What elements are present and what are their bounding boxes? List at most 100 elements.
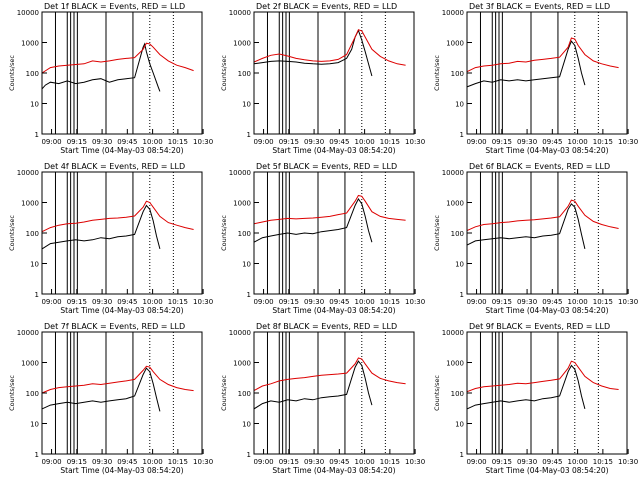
y-tick-label: 1 xyxy=(35,131,39,139)
plot-frame xyxy=(253,171,415,295)
x-axis-label: Start Time (04-May-03 08:54:20) xyxy=(60,466,183,475)
x-tick-label: 09:45 xyxy=(542,138,562,146)
x-tick-label: 09:15 xyxy=(492,458,512,466)
x-tick-label: 10:00 xyxy=(355,298,375,306)
chart-title: Det 1f BLACK = Events, RED = LLD xyxy=(44,2,185,11)
x-tick-label: 09:00 xyxy=(253,458,273,466)
lld-series-line xyxy=(41,42,194,74)
plot-frame xyxy=(466,11,628,135)
y-axis-label: Counts/sec xyxy=(433,215,441,251)
chart-title: Det 4f BLACK = Events, RED = LLD xyxy=(44,162,185,171)
y-tick-label: 10 xyxy=(455,421,464,429)
chart-panel-2: 1 10 100 1000 10000 09:00 09:15 09:30 09:45 10:00… xyxy=(220,2,425,155)
y-axis-label: Counts/sec xyxy=(220,55,228,91)
chart-panel-4: 1 10 100 1000 10000 09:00 09:15 09:30 09:45 10:00… xyxy=(8,162,213,315)
x-tick-label: 09:15 xyxy=(67,298,87,306)
chart-title: Det 8f BLACK = Events, RED = LLD xyxy=(256,322,397,331)
x-tick-label: 09:15 xyxy=(67,458,87,466)
y-tick-label: 1000 xyxy=(233,200,251,208)
chart-panel-6: 1 10 100 1000 10000 09:00 09:15 09:30 09:45 10:00… xyxy=(433,162,638,315)
y-tick-label: 100 xyxy=(26,230,39,238)
x-tick-label: 10:30 xyxy=(405,138,425,146)
chart-panel-3: 1 10 100 1000 10000 09:00 09:15 09:30 09:45 10:00… xyxy=(433,2,638,155)
chart-title: Det 5f BLACK = Events, RED = LLD xyxy=(256,162,397,171)
y-tick-label: 100 xyxy=(26,70,39,78)
x-tick-label: 10:15 xyxy=(380,458,400,466)
x-tick-label: 09:45 xyxy=(117,138,137,146)
y-tick-label: 10000 xyxy=(229,169,251,177)
lld-series-line xyxy=(466,37,619,73)
lld-series-line xyxy=(466,360,619,393)
x-tick-label: 10:15 xyxy=(168,298,188,306)
y-tick-label: 1 xyxy=(35,451,39,459)
events-series-line xyxy=(41,367,161,412)
x-tick-label: 10:15 xyxy=(380,298,400,306)
lld-series-line xyxy=(253,29,406,66)
x-axis-label: Start Time (04-May-03 08:54:20) xyxy=(485,306,608,315)
lld-series-line xyxy=(466,199,619,232)
y-tick-label: 10 xyxy=(455,101,464,109)
x-tick-label: 10:30 xyxy=(618,298,638,306)
x-tick-label: 09:45 xyxy=(117,298,137,306)
y-tick-label: 1000 xyxy=(21,40,39,48)
x-tick-label: 09:45 xyxy=(329,138,349,146)
chart-title: Det 7f BLACK = Events, RED = LLD xyxy=(44,322,185,331)
chart-panel-1: 1 10 100 1000 10000 09:00 09:15 09:30 09:45 10:00… xyxy=(8,2,213,155)
y-tick-label: 1000 xyxy=(233,360,251,368)
y-tick-label: 1000 xyxy=(233,40,251,48)
x-axis-label: Start Time (04-May-03 08:54:20) xyxy=(272,466,395,475)
x-tick-label: 10:00 xyxy=(143,298,163,306)
x-tick-label: 10:30 xyxy=(405,298,425,306)
x-tick-label: 10:00 xyxy=(355,138,375,146)
y-tick-label: 1000 xyxy=(446,40,464,48)
chart-panel-9: 1 10 100 1000 10000 09:00 09:15 09:30 09:45 10:00… xyxy=(433,322,638,475)
chart-title: Det 6f BLACK = Events, RED = LLD xyxy=(469,162,610,171)
events-series-line xyxy=(466,40,586,88)
y-axis-label: Counts/sec xyxy=(220,375,228,411)
y-tick-label: 1 xyxy=(35,291,39,299)
y-tick-label: 10000 xyxy=(442,9,464,17)
lld-series-line xyxy=(253,194,406,225)
x-tick-label: 09:00 xyxy=(466,138,486,146)
events-series-line xyxy=(466,364,586,410)
x-tick-label: 09:00 xyxy=(41,458,61,466)
y-tick-label: 1000 xyxy=(21,360,39,368)
y-tick-label: 1 xyxy=(247,291,251,299)
x-tick-label: 10:15 xyxy=(380,138,400,146)
events-series-line xyxy=(253,198,373,243)
y-tick-label: 10000 xyxy=(229,9,251,17)
x-axis-label: Start Time (04-May-03 08:54:20) xyxy=(272,306,395,315)
y-tick-label: 100 xyxy=(238,70,251,78)
x-tick-label: 09:30 xyxy=(92,298,112,306)
x-tick-label: 10:00 xyxy=(355,458,375,466)
y-tick-label: 10 xyxy=(242,261,251,269)
x-tick-label: 09:00 xyxy=(41,298,61,306)
x-tick-label: 09:15 xyxy=(279,458,299,466)
x-tick-label: 10:30 xyxy=(618,458,638,466)
x-tick-label: 10:30 xyxy=(193,458,213,466)
x-tick-label: 09:45 xyxy=(542,298,562,306)
x-tick-label: 09:30 xyxy=(304,138,324,146)
y-axis-label: Counts/sec xyxy=(8,215,16,251)
x-tick-label: 10:15 xyxy=(168,458,188,466)
x-tick-label: 10:30 xyxy=(405,458,425,466)
x-tick-label: 09:15 xyxy=(279,298,299,306)
y-axis-label: Counts/sec xyxy=(433,55,441,91)
x-tick-label: 09:00 xyxy=(253,138,273,146)
x-tick-label: 09:45 xyxy=(117,458,137,466)
chart-title: Det 9f BLACK = Events, RED = LLD xyxy=(469,322,610,331)
events-series-line xyxy=(466,203,586,250)
x-tick-label: 10:15 xyxy=(593,298,613,306)
events-series-line xyxy=(253,29,373,77)
y-tick-label: 100 xyxy=(451,70,464,78)
y-tick-label: 1000 xyxy=(446,360,464,368)
chart-panel-8: 1 10 100 1000 10000 09:00 09:15 09:30 09:45 10:00… xyxy=(220,322,425,475)
y-tick-label: 1 xyxy=(247,451,251,459)
y-tick-label: 10000 xyxy=(17,329,39,337)
chart-panel-5: 1 10 100 1000 10000 09:00 09:15 09:30 09:45 10:00… xyxy=(220,162,425,315)
x-axis-label: Start Time (04-May-03 08:54:20) xyxy=(272,146,395,155)
x-tick-label: 09:30 xyxy=(517,458,537,466)
x-tick-label: 09:00 xyxy=(41,138,61,146)
plot-frame xyxy=(41,11,203,135)
